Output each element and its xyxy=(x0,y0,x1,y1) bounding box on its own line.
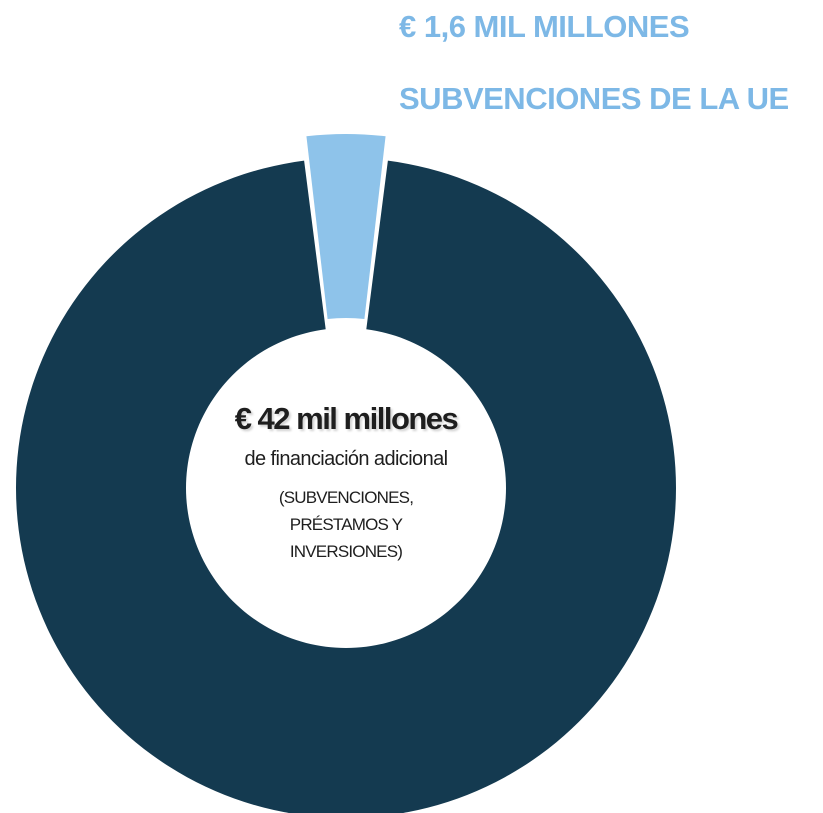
donut-center-label: € 42 mil millones de financiación adicio… xyxy=(196,394,496,565)
slice-eu-grants xyxy=(306,134,386,320)
center-subtitle: de financiación adicional xyxy=(244,448,449,470)
slice-additional-funding xyxy=(16,160,676,813)
ue-grant-label: € 1,6 MIL MILLONES SUBVENCIONES DE LA UE xyxy=(399,6,819,120)
center-amount: € 42 mil millones xyxy=(234,401,459,436)
center-note: (SUBVENCIONES, PRÉSTAMOS Y INVERSIONES) xyxy=(278,488,414,561)
ue-grant-text: SUBVENCIONES DE LA UE xyxy=(399,81,789,116)
ue-amount-label: € 1,6 MIL MILLONES xyxy=(399,9,690,44)
donut-slices xyxy=(16,134,676,813)
